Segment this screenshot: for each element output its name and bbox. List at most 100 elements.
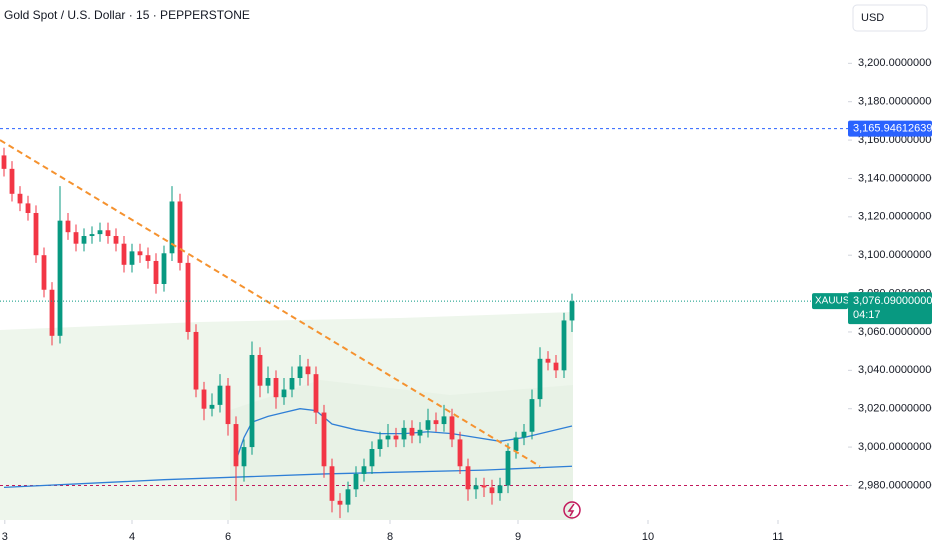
candle-body xyxy=(529,399,535,432)
candle-body xyxy=(73,232,79,244)
candle-body xyxy=(169,201,175,254)
candle-body xyxy=(153,260,159,284)
candle-body xyxy=(65,220,71,233)
y-tick-label: 2,980.000000000 xyxy=(858,479,932,491)
y-tick-label: 3,120.000000000 xyxy=(858,211,932,223)
candle-body xyxy=(505,450,511,486)
currency-button[interactable] xyxy=(852,4,928,32)
candle-body xyxy=(177,201,183,263)
lightning-icon[interactable] xyxy=(563,501,581,519)
candle-body xyxy=(209,404,215,409)
y-tick-label: 3,140.000000000 xyxy=(858,172,932,184)
candle-body xyxy=(225,385,231,425)
candle-body xyxy=(265,378,271,386)
candle-body xyxy=(433,420,439,425)
y-tick-label: 3,200.000000000 xyxy=(858,57,932,69)
y-tick-label: 3,180.000000000 xyxy=(858,96,932,108)
candle-body xyxy=(145,255,151,261)
y-tick-label: 3,020.000000000 xyxy=(858,403,932,415)
candle-body xyxy=(113,236,119,244)
candle-body xyxy=(25,203,31,213)
currency-label[interactable]: USD xyxy=(861,12,884,24)
candle-body xyxy=(377,439,383,450)
candle-body xyxy=(41,255,47,290)
candle-body xyxy=(281,389,287,398)
price-label: 3,076.090000000 xyxy=(853,295,932,307)
candle-body xyxy=(217,385,223,405)
candle-body xyxy=(89,234,95,237)
x-tick-label: 4 xyxy=(129,531,135,543)
candle-body xyxy=(185,262,191,332)
candle-body xyxy=(425,420,431,430)
candle-body xyxy=(9,168,15,194)
trendline xyxy=(0,139,541,468)
candle-body xyxy=(465,466,471,490)
candle-body xyxy=(369,449,375,467)
candle-body xyxy=(161,253,167,284)
candle-body xyxy=(249,354,255,448)
candle-body xyxy=(81,236,87,244)
symbol-label: XAUUSD xyxy=(815,296,857,307)
candle-body xyxy=(513,437,519,451)
candle-body xyxy=(241,447,247,467)
candle-body xyxy=(537,358,543,400)
candle-body xyxy=(329,466,335,501)
candle-body xyxy=(569,301,575,321)
candle-body xyxy=(105,230,111,237)
moving-average xyxy=(235,408,573,461)
candle-body xyxy=(401,427,407,440)
x-tick-label: 8 xyxy=(387,531,393,543)
candle-body xyxy=(321,412,327,467)
y-tick-label: 3,000.000000000 xyxy=(858,441,932,453)
candle-body xyxy=(137,251,143,256)
candle-body xyxy=(473,485,479,490)
candle-body xyxy=(521,431,527,438)
x-tick-label: 3 xyxy=(2,531,8,543)
candle-body xyxy=(497,485,503,494)
candle-body xyxy=(17,193,23,204)
y-tick-label: 3,040.000000000 xyxy=(858,364,932,376)
candle-body xyxy=(273,378,279,398)
y-tick-label: 3,060.000000000 xyxy=(858,326,932,338)
candle-body xyxy=(393,435,399,440)
countdown-label: 04:17 xyxy=(853,309,881,321)
candle-body xyxy=(361,466,367,474)
candle-body xyxy=(305,366,311,375)
candle-body xyxy=(313,374,319,413)
price-badge xyxy=(848,292,932,325)
y-tick-label: 3,100.000000000 xyxy=(858,249,932,261)
candle-body xyxy=(337,500,343,505)
candle-body xyxy=(481,485,487,488)
x-tick-label: 9 xyxy=(515,531,521,543)
x-tick-label: 6 xyxy=(225,531,231,543)
candle-body xyxy=(201,389,207,409)
candle-body xyxy=(385,435,391,440)
candle-body xyxy=(33,212,39,256)
candle-body xyxy=(553,362,559,371)
candle-body xyxy=(257,354,263,386)
candle-body xyxy=(353,473,359,490)
candle-body xyxy=(561,320,567,371)
candle-body xyxy=(233,424,239,467)
candle-body xyxy=(57,220,63,336)
candle-body xyxy=(121,243,127,265)
level-label: 3,165.946126397 xyxy=(853,123,932,135)
x-tick-label: 11 xyxy=(772,531,783,543)
candle-body xyxy=(417,429,423,436)
symbol-badge xyxy=(812,293,848,310)
candle-body xyxy=(1,155,7,169)
candle-body xyxy=(345,489,351,505)
x-tick-label: 10 xyxy=(642,531,654,543)
chart-title: Gold Spot / U.S. Dollar · 15 · PEPPERSTO… xyxy=(4,8,250,22)
candle-body xyxy=(441,416,447,425)
candle-body xyxy=(289,378,295,390)
candle-body xyxy=(97,230,103,235)
candle-body xyxy=(449,416,455,440)
candle-body xyxy=(129,251,135,265)
candle-body xyxy=(297,366,303,379)
range-shade-inner xyxy=(230,380,573,520)
candle-body xyxy=(409,427,415,436)
candle-body xyxy=(49,289,55,336)
y-tick-label: 3,160.000000000 xyxy=(858,134,932,146)
